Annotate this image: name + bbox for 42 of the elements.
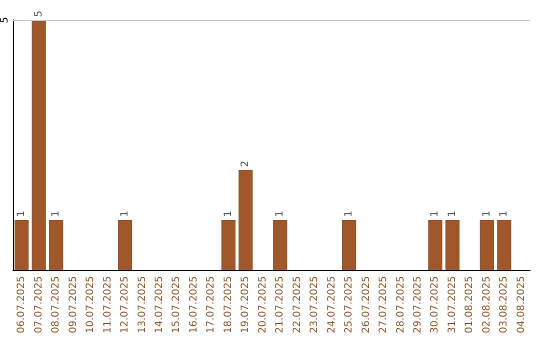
x-tick-label: 25.07.2025: [344, 276, 355, 334]
x-tick-label: 20.07.2025: [257, 276, 268, 334]
data-label: 5: [33, 10, 44, 17]
x-tick-label: 02.08.2025: [481, 276, 492, 334]
data-label: 1: [430, 210, 441, 217]
x-tick-label: 22.07.2025: [292, 276, 303, 334]
x-tick-label: 10.07.2025: [85, 276, 96, 334]
x-tick-label: 26.07.2025: [360, 276, 372, 334]
data-label: 1: [344, 210, 355, 217]
x-tick-label: 13.07.2025: [136, 276, 148, 334]
x-tick-label: 07.07.2025: [33, 276, 44, 334]
data-label: 1: [498, 210, 510, 217]
data-label: 1: [120, 210, 131, 217]
data-label: 2: [240, 160, 252, 167]
data-label: 1: [446, 210, 458, 217]
x-tick-label: 04.08.2025: [516, 276, 527, 334]
x-tick-label: 06.07.2025: [16, 276, 28, 334]
data-label: 1: [481, 210, 492, 217]
data-label: 1: [274, 210, 286, 217]
x-tick-label: 12.07.2025: [120, 276, 131, 334]
x-tick-label: 01.08.2025: [464, 276, 476, 334]
data-label: 1: [222, 210, 234, 217]
x-tick-label: 15.07.2025: [171, 276, 182, 334]
x-tick-label: 14.07.2025: [154, 276, 165, 334]
x-tick-label: 03.08.2025: [498, 276, 510, 334]
x-tick-label: 16.07.2025: [188, 276, 200, 334]
x-tick-label: 09.07.2025: [68, 276, 79, 334]
data-label: 1: [50, 210, 62, 217]
x-tick-label: 24.07.2025: [326, 276, 338, 334]
x-tick-label: 21.07.2025: [274, 276, 286, 334]
x-tick-label: 23.07.2025: [309, 276, 320, 334]
x-tick-label: 11.07.2025: [102, 276, 114, 334]
data-label: 1: [16, 210, 28, 217]
x-tick-label: 17.07.2025: [206, 276, 217, 334]
x-tick-label: 18.07.2025: [222, 276, 234, 334]
x-tick-label: 08.07.2025: [50, 276, 62, 334]
x-tick-label: 19.07.2025: [240, 276, 252, 334]
x-tick-label: 29.07.2025: [412, 276, 424, 334]
x-tick-label: 27.07.2025: [378, 276, 390, 334]
x-tick-label: 31.07.2025: [446, 276, 458, 334]
x-tick-label: 30.07.2025: [430, 276, 441, 334]
x-tick-label: 28.07.2025: [395, 276, 406, 334]
